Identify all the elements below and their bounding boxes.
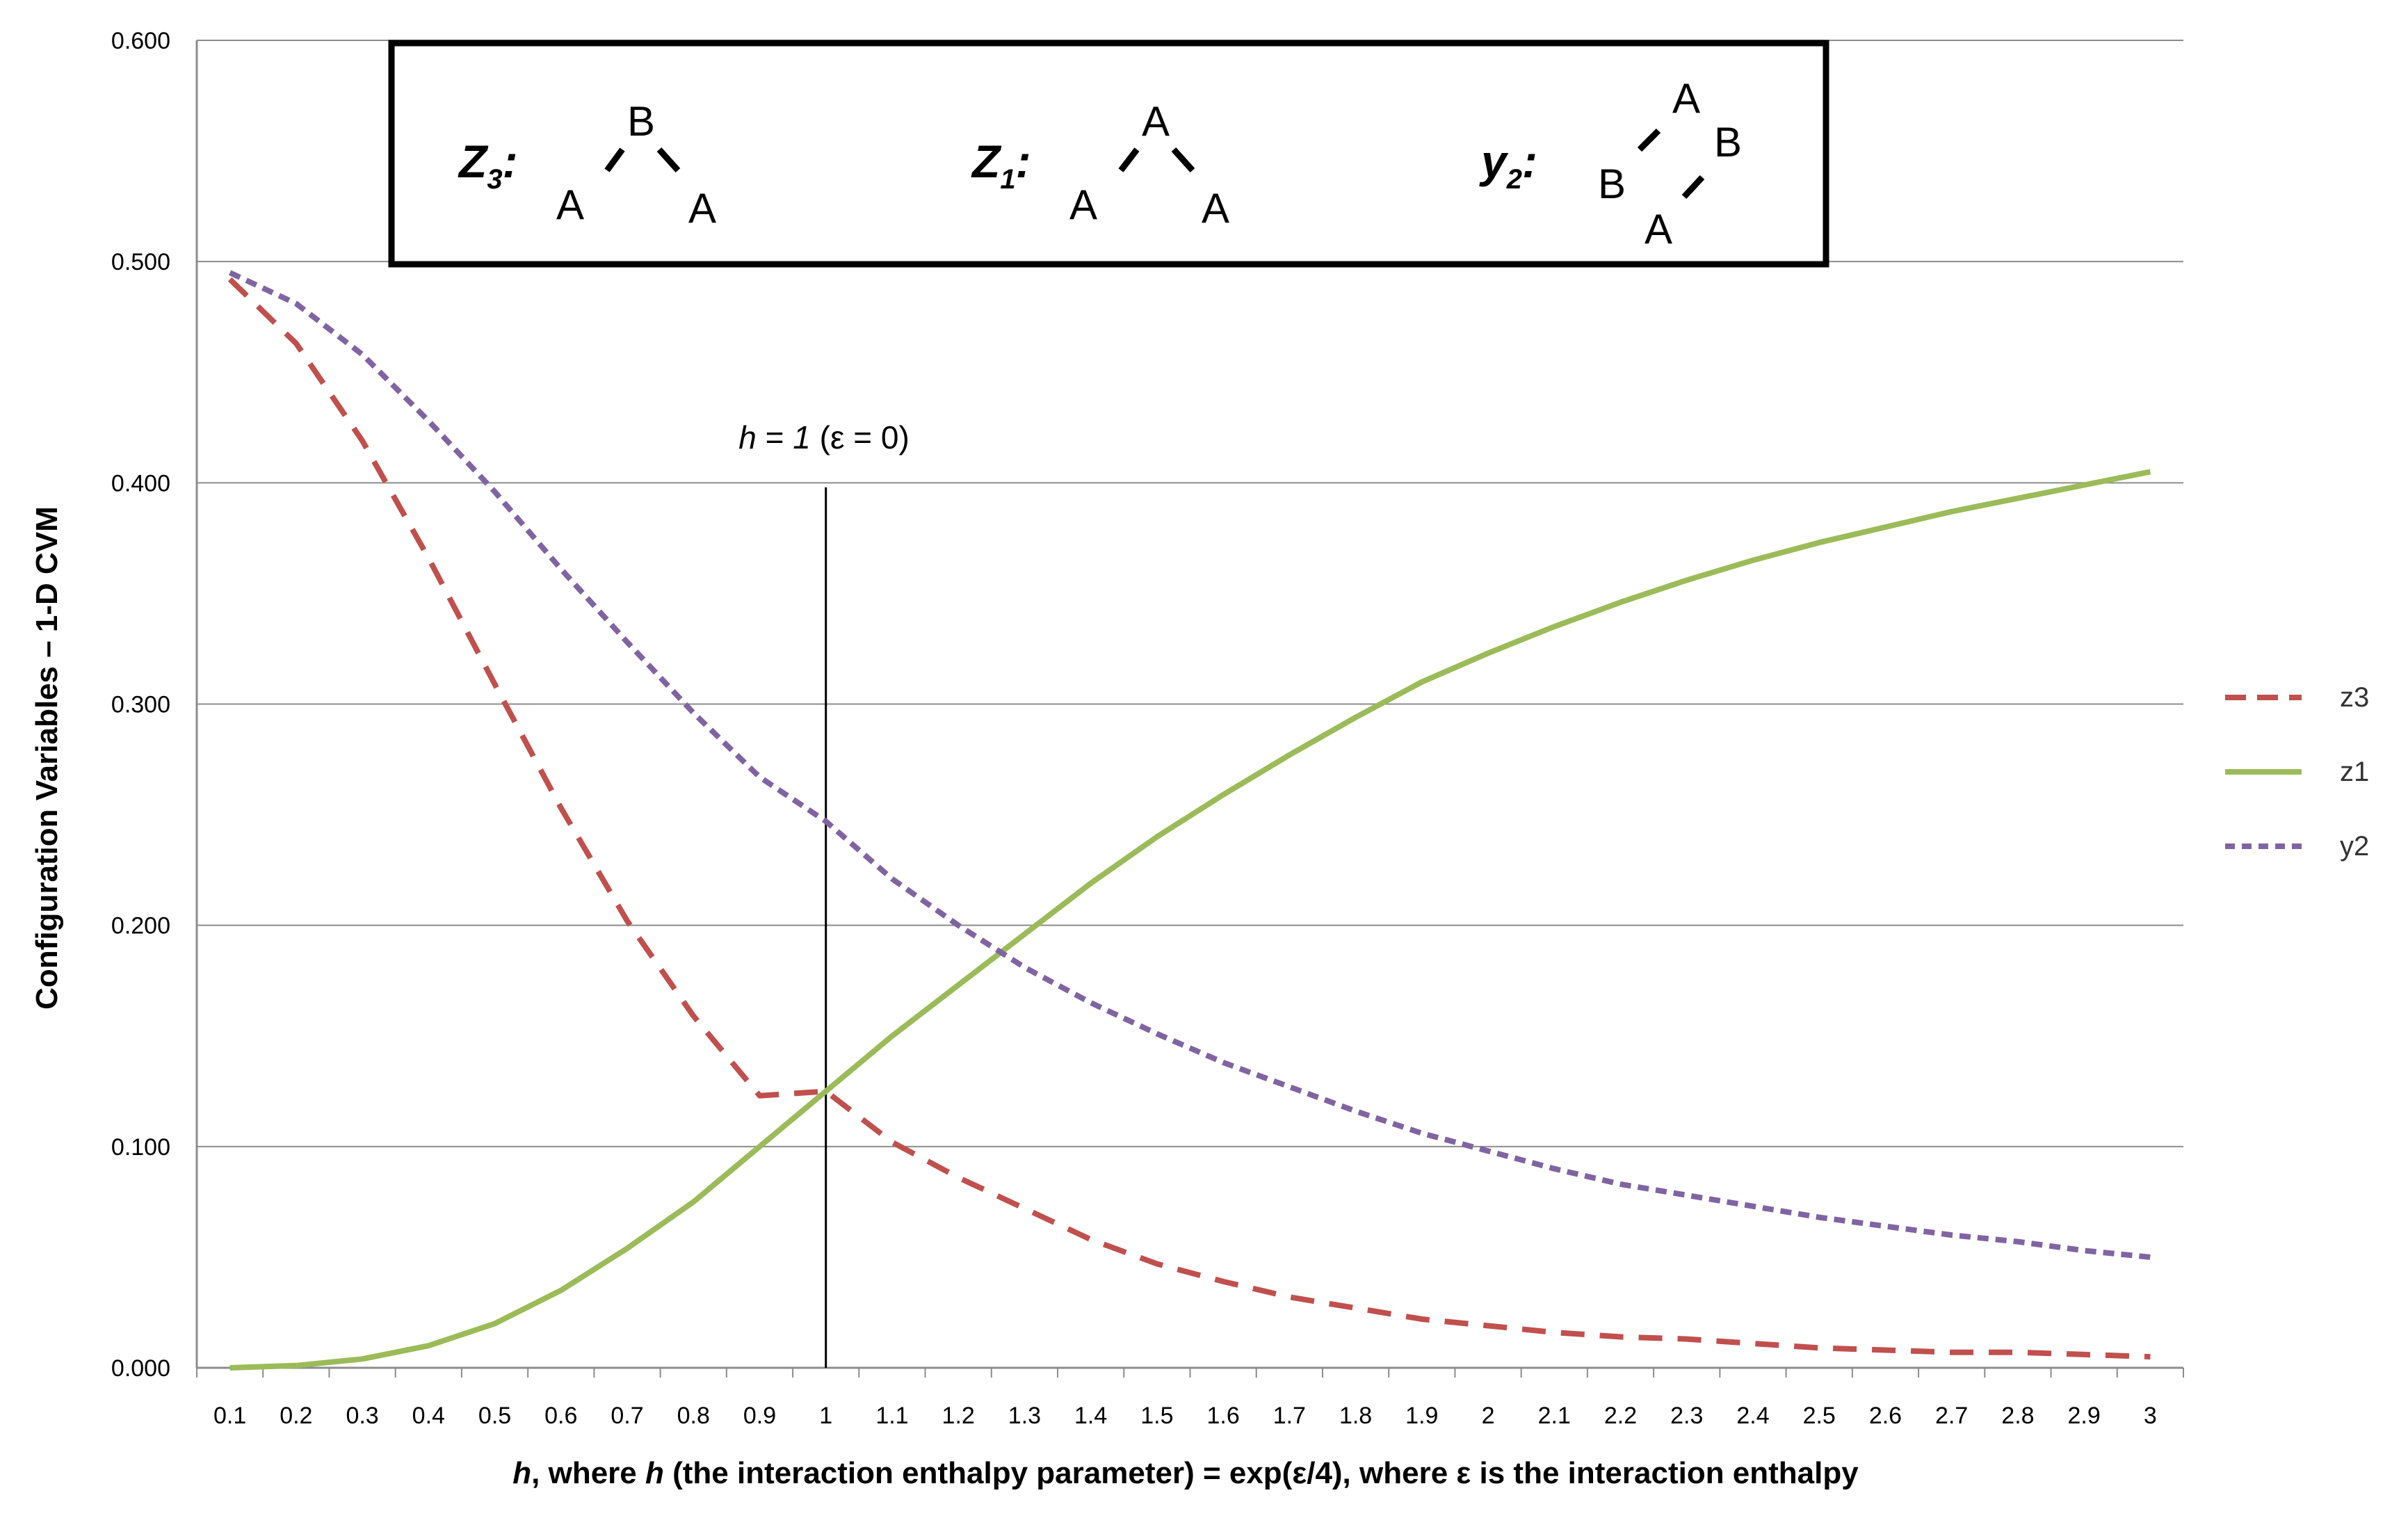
structure-box bbox=[388, 40, 1829, 268]
x-tick-label: 2.3 bbox=[1670, 1403, 1703, 1429]
structure-y2-right: B bbox=[1714, 119, 1742, 165]
x-tick-label: 0.7 bbox=[611, 1403, 643, 1429]
x-tick-label: 1.8 bbox=[1339, 1403, 1372, 1429]
x-tick-labels: 0.1 0.2 0.3 0.4 0.5 0.6 0.7 0.8 0.9 1 1.1 1.2 1.3 1.4… bbox=[196, 1368, 2184, 1429]
structure-z3-right: A bbox=[688, 185, 716, 232]
series-line-y2 bbox=[228, 270, 2151, 1260]
x-tick-label: 1.3 bbox=[1008, 1403, 1041, 1429]
x-tick-label: 2.8 bbox=[2001, 1403, 2034, 1429]
legend-label-y2: y2 bbox=[2340, 831, 2369, 862]
x-tick-label: 0.9 bbox=[743, 1403, 776, 1429]
structure-y2-bottom: A bbox=[1645, 206, 1672, 252]
x-tick-label: 1.4 bbox=[1074, 1403, 1107, 1429]
y-axis-title: Configuration Variables – 1-D CVM bbox=[30, 506, 64, 1010]
x-tick-label: 0.3 bbox=[346, 1403, 378, 1429]
x-tick-label: 2.4 bbox=[1736, 1403, 1769, 1429]
x-tick-label: 2.7 bbox=[1935, 1403, 1968, 1429]
x-tick-label: 2.5 bbox=[1803, 1403, 1836, 1429]
structure-y2-left: B bbox=[1598, 161, 1626, 207]
x-tick-label: 0.6 bbox=[544, 1403, 577, 1429]
x-tick-label: 0.2 bbox=[280, 1403, 312, 1429]
series-line-z1 bbox=[229, 469, 2151, 1371]
legend-label-z3: z3 bbox=[2340, 682, 2369, 713]
structure-y2-label: y bbox=[1479, 136, 1509, 187]
structure-bond bbox=[1118, 147, 1140, 172]
x-tick-label: 1.5 bbox=[1140, 1403, 1173, 1429]
structure-bond bbox=[1637, 128, 1661, 152]
structure-z1-right: A bbox=[1202, 185, 1229, 232]
x-tick-label: 1.2 bbox=[942, 1403, 975, 1429]
x-tick-label: 3 bbox=[2144, 1403, 2157, 1429]
y-tick-label: 0.200 bbox=[111, 913, 170, 939]
plot-frame bbox=[195, 40, 2183, 1369]
svg-text:Z3:: Z3: bbox=[458, 136, 518, 195]
vline-annotation: h = 1 (ε = 0) bbox=[738, 419, 910, 455]
x-tick-label: 0.1 bbox=[213, 1403, 246, 1429]
x-tick-label: 2.6 bbox=[1869, 1403, 1902, 1429]
y-tick-label: 0.400 bbox=[111, 470, 170, 496]
y-tick-label: 0.000 bbox=[111, 1355, 170, 1382]
x-tick-label: 1.6 bbox=[1206, 1403, 1239, 1429]
x-tick-label: 1.7 bbox=[1273, 1403, 1306, 1429]
structure-z1-left: A bbox=[1069, 181, 1097, 228]
series-lines bbox=[227, 270, 2151, 1371]
structure-y2-sub: 2 bbox=[1506, 164, 1522, 195]
structure-y2-top: A bbox=[1672, 75, 1700, 122]
x-axis-title-part: , where bbox=[531, 1456, 645, 1490]
y-tick-label: 0.100 bbox=[111, 1134, 170, 1161]
x-tick-label: 1.9 bbox=[1405, 1403, 1438, 1429]
y-tick-label: 0.500 bbox=[111, 249, 170, 275]
x-tick-label: 0.8 bbox=[677, 1403, 710, 1429]
x-axis-title-part: (the interaction enthalpy parameter) = e… bbox=[664, 1456, 1859, 1490]
structure-z1-label: Z bbox=[971, 136, 1002, 187]
svg-text:y2:: y2: bbox=[1479, 136, 1537, 195]
x-tick-label: 2.2 bbox=[1604, 1403, 1637, 1429]
structure-inset: Z3: B A A Z1: A A A y2: A B B A bbox=[388, 40, 1829, 268]
structure-bond bbox=[1681, 175, 1705, 200]
x-tick-label: 0.5 bbox=[478, 1403, 511, 1429]
x-tick-label: 2.1 bbox=[1538, 1403, 1571, 1429]
structure-z3-top: B bbox=[627, 98, 655, 145]
y-tick-labels: 0.000 0.100 0.200 0.300 0.400 0.500 0.600 bbox=[111, 28, 170, 1382]
x-tick-label: 2.9 bbox=[2068, 1403, 2101, 1429]
legend: z3 z1 y2 bbox=[2225, 682, 2369, 862]
x-axis-title-var: h bbox=[645, 1456, 664, 1490]
structure-bond bbox=[656, 147, 681, 173]
y-tick-label: 0.300 bbox=[111, 692, 170, 718]
x-axis-title: h, where h (the interaction enthalpy par… bbox=[512, 1456, 1859, 1490]
structure-z3-left: A bbox=[556, 181, 584, 228]
x-tick-label: 2 bbox=[1482, 1403, 1495, 1429]
structure-bond bbox=[1171, 147, 1195, 173]
legend-label-z1: z1 bbox=[2340, 757, 2369, 787]
structure-z1-top: A bbox=[1142, 98, 1170, 145]
series-line-z3 bbox=[227, 277, 2151, 1360]
x-tick-label: 0.4 bbox=[412, 1403, 445, 1429]
structure-z3-sub: 3 bbox=[487, 164, 502, 195]
structure-z3: Z3: B A A bbox=[458, 98, 716, 232]
x-tick-label: 1.1 bbox=[875, 1403, 908, 1429]
structure-z3-label: Z bbox=[458, 136, 489, 187]
structure-y2: y2: A B B A bbox=[1479, 75, 1742, 252]
svg-text:Z1:: Z1: bbox=[971, 136, 1031, 195]
structure-z1-sub: 1 bbox=[1000, 164, 1015, 195]
x-tick-label: 1 bbox=[819, 1403, 832, 1429]
structure-bond bbox=[604, 147, 625, 172]
structure-z1: Z1: A A A bbox=[971, 98, 1229, 232]
x-axis-title-var: h bbox=[512, 1456, 531, 1490]
y-tick-label: 0.600 bbox=[111, 28, 170, 54]
